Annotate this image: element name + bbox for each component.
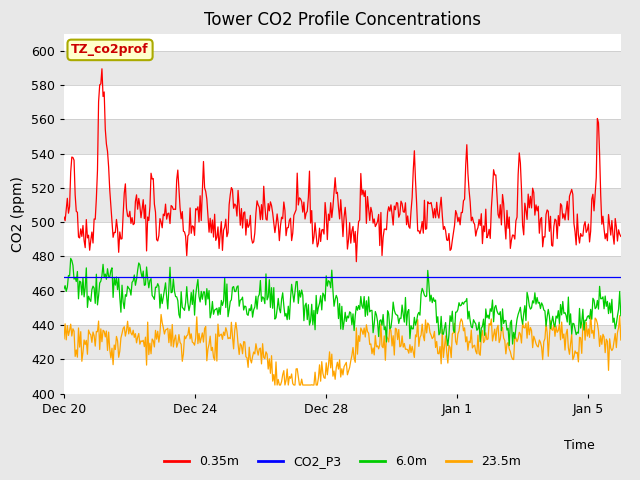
Bar <box>64 222 621 256</box>
Bar <box>64 360 621 394</box>
Y-axis label: CO2 (ppm): CO2 (ppm) <box>12 176 26 252</box>
Bar <box>64 188 621 222</box>
Bar <box>64 85 621 120</box>
Bar <box>64 154 621 188</box>
Text: Time: Time <box>564 439 595 452</box>
Bar <box>64 291 621 325</box>
Bar <box>64 120 621 154</box>
Legend: 0.35m, CO2_P3, 6.0m, 23.5m: 0.35m, CO2_P3, 6.0m, 23.5m <box>159 450 525 473</box>
Text: TZ_co2prof: TZ_co2prof <box>71 43 149 56</box>
Bar <box>64 51 621 85</box>
Bar <box>64 325 621 360</box>
Title: Tower CO2 Profile Concentrations: Tower CO2 Profile Concentrations <box>204 11 481 29</box>
Bar <box>64 256 621 291</box>
